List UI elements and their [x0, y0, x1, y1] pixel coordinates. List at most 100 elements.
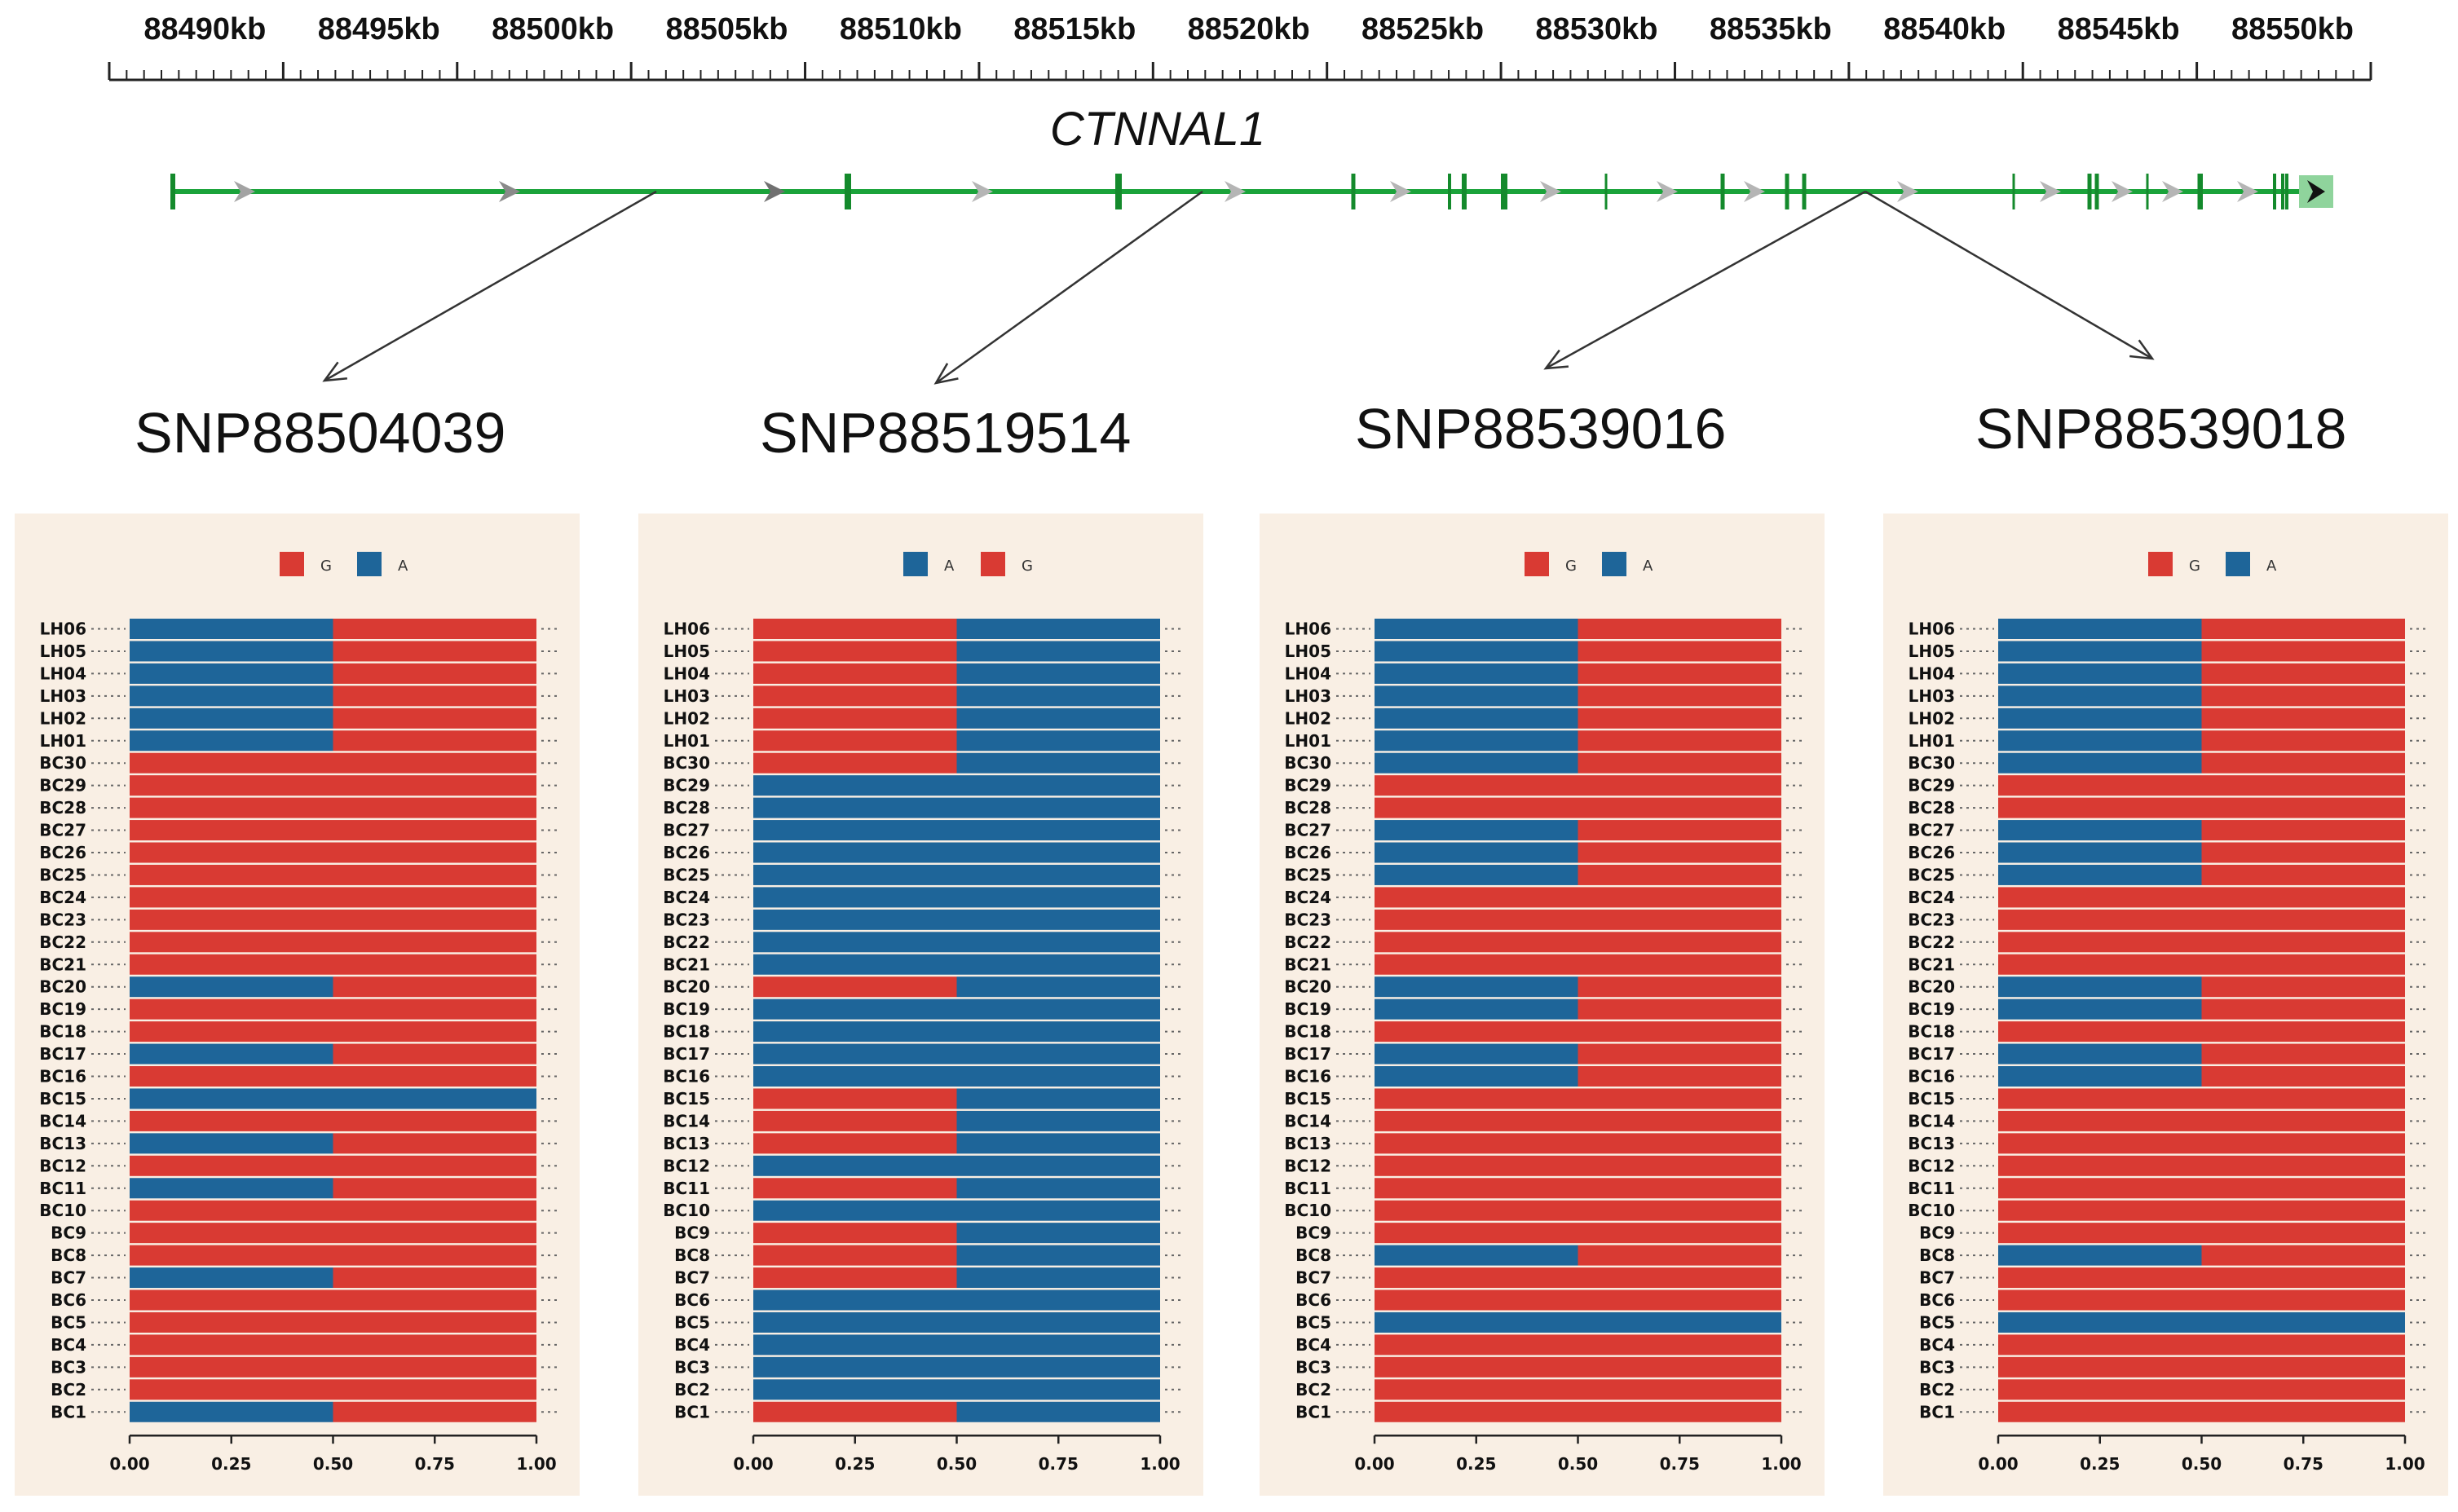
row-label: BC27: [1284, 821, 1331, 840]
bar-A-BC25: [1998, 864, 2202, 885]
bar-A-BC30: [1375, 752, 1578, 774]
row-label: BC28: [663, 798, 710, 818]
bar-A-BC21: [753, 954, 1160, 975]
row-label: BC16: [663, 1067, 710, 1087]
snp-label-3: SNP88539016: [1355, 397, 1726, 461]
x-tick-label: 0.25: [1456, 1454, 1496, 1474]
gene-name: CTNNAL1: [1050, 103, 1265, 156]
bar-G-LH04: [753, 663, 957, 684]
row-label: LH02: [1909, 708, 1955, 728]
row-label: BC11: [39, 1179, 86, 1198]
legend-label-A: A: [398, 558, 408, 575]
exon-mark: [2281, 174, 2284, 209]
bar-A-BC19: [1998, 998, 2202, 1020]
row-label: BC24: [1908, 888, 1955, 907]
strand-arrow: [2162, 181, 2183, 202]
row-label: BC10: [1284, 1201, 1331, 1220]
bar-G-BC11: [1998, 1178, 2405, 1199]
bar-A-BC5: [1375, 1311, 1781, 1333]
bar-G-BC19: [1578, 998, 1781, 1020]
exon-mark: [1802, 174, 1807, 209]
bar-G-BC30: [130, 752, 536, 774]
exon-mark: [1604, 174, 1608, 209]
bar-G-BC1: [1998, 1401, 2405, 1422]
row-label: LH06: [1285, 619, 1331, 639]
snp-label-2: SNP88519514: [760, 401, 1131, 465]
bar-G-BC2: [1998, 1379, 2405, 1400]
bar-G-BC14: [130, 1110, 536, 1131]
bar-A-BC17: [1998, 1043, 2202, 1065]
bar-A-BC8: [1998, 1245, 2202, 1266]
snp-pointer-1: [324, 190, 657, 382]
bar-G-LH03: [1578, 685, 1781, 707]
row-label: BC9: [51, 1223, 86, 1243]
x-tick-label: 1.00: [1761, 1454, 1801, 1474]
row-label: BC14: [663, 1111, 710, 1131]
row-label: BC21: [39, 954, 86, 974]
bar-G-BC25: [130, 864, 536, 885]
bar-G-BC11: [753, 1178, 957, 1199]
row-label: LH01: [1285, 731, 1331, 751]
strand-arrow: [1657, 181, 1678, 202]
row-label: BC12: [1908, 1156, 1955, 1175]
bar-A-BC6: [753, 1289, 1160, 1311]
x-tick-label: 0.25: [835, 1454, 875, 1474]
bar-G-BC15: [1375, 1088, 1781, 1109]
row-label: BC26: [1284, 843, 1331, 862]
bar-G-LH01: [333, 730, 536, 752]
row-label: LH03: [1285, 686, 1331, 706]
bar-A-BC17: [130, 1043, 333, 1065]
bar-G-BC16: [2201, 1066, 2405, 1087]
row-label: BC29: [1284, 776, 1331, 796]
legend-swatch-G: [1525, 552, 1549, 576]
bar-A-BC16: [1375, 1066, 1578, 1087]
row-label: BC25: [39, 865, 86, 884]
row-label: BC4: [51, 1335, 86, 1355]
row-label: BC14: [39, 1111, 86, 1131]
bar-A-LH02: [1998, 708, 2202, 729]
row-label: BC8: [1295, 1245, 1331, 1265]
snp-pointer-2: [935, 190, 1203, 385]
kb-label: 88515kb: [1013, 12, 1136, 46]
row-label: BC24: [663, 888, 710, 907]
bar-G-BC7: [333, 1267, 536, 1289]
bar-A-BC16: [1998, 1066, 2202, 1087]
strand-arrow: [1390, 181, 1411, 202]
bar-G-BC9: [130, 1223, 536, 1244]
bar-A-BC7: [956, 1267, 1160, 1289]
row-label: BC16: [1908, 1067, 1955, 1087]
row-label: BC13: [663, 1134, 710, 1153]
kb-label: 88535kb: [1710, 12, 1832, 46]
bar-G-BC3: [1998, 1356, 2405, 1378]
row-label: BC6: [51, 1290, 86, 1310]
bar-A-LH03: [956, 685, 1160, 707]
bar-A-BC26: [753, 842, 1160, 863]
row-label: BC24: [1284, 888, 1331, 907]
exon-mark: [1462, 174, 1467, 209]
bar-A-LH05: [956, 641, 1160, 662]
bar-G-BC12: [130, 1155, 536, 1176]
bar-G-BC10: [1375, 1200, 1781, 1221]
bar-G-BC20: [2201, 976, 2405, 998]
bar-G-BC1: [333, 1401, 536, 1422]
row-label: BC10: [663, 1201, 710, 1220]
bar-G-BC15: [753, 1088, 957, 1109]
bar-A-LH01: [1375, 730, 1578, 752]
row-label: LH04: [1909, 663, 1955, 683]
row-label: BC10: [1908, 1201, 1955, 1220]
bar-G-BC25: [1578, 864, 1781, 885]
row-label: BC9: [1295, 1223, 1331, 1243]
kb-label: 88545kb: [2058, 12, 2180, 46]
bar-G-BC12: [1375, 1155, 1781, 1176]
bar-G-BC20: [333, 976, 536, 998]
row-label: BC25: [1908, 865, 1955, 884]
bar-G-BC17: [1578, 1043, 1781, 1065]
genotype-panel-1: G A LH06 LH05 LH04 LH03 LH02 LH01 BC30 BC29 BC28 BC…: [15, 514, 580, 1496]
bar-A-BC19: [753, 998, 1160, 1020]
bar-A-LH04: [1998, 663, 2202, 684]
bar-A-BC8: [956, 1245, 1160, 1266]
row-label: LH05: [1285, 641, 1331, 661]
x-tick-label: 0.50: [2182, 1454, 2222, 1474]
